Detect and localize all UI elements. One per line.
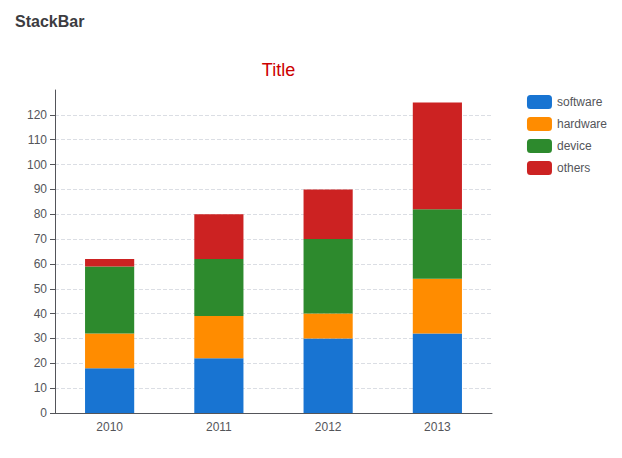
svg-text:70: 70 [34,232,48,246]
svg-text:110: 110 [28,133,47,147]
svg-text:StackBar: StackBar [15,13,84,30]
svg-text:Title: Title [262,60,295,80]
svg-text:device: device [557,139,592,153]
svg-text:100: 100 [27,158,47,172]
svg-text:80: 80 [34,207,48,221]
svg-text:0: 0 [40,406,47,420]
svg-text:90: 90 [34,182,48,196]
svg-text:hardware: hardware [557,117,607,131]
svg-text:2010: 2010 [96,420,123,434]
svg-text:2013: 2013 [424,420,451,434]
svg-text:2012: 2012 [315,420,342,434]
svg-text:others: others [557,161,590,175]
svg-text:20: 20 [34,356,48,370]
svg-text:10: 10 [34,381,48,395]
svg-text:60: 60 [34,257,48,271]
svg-text:2011: 2011 [206,420,232,434]
svg-text:40: 40 [34,307,48,321]
svg-text:software: software [557,95,603,109]
svg-text:50: 50 [34,282,48,296]
svg-text:120: 120 [27,108,47,122]
svg-text:30: 30 [34,331,48,345]
